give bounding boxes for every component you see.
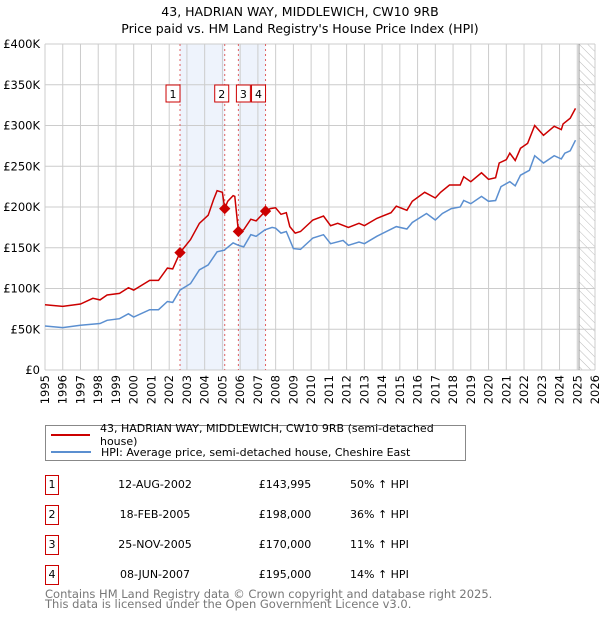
sale-hpi-change: 14% ↑ HPI [350, 568, 409, 581]
x-tick-label: 2021 [499, 375, 513, 404]
price-chart: 43, HADRIAN WAY, MIDDLEWICH, CW10 9RB Pr… [3, 4, 600, 404]
x-tick-label: 2006 [233, 375, 247, 404]
sale-price: £143,995 [258, 478, 312, 491]
sale-date: 18-FEB-2005 [119, 508, 191, 521]
y-tick-label: £50K [11, 322, 41, 336]
x-tick-label: 1999 [109, 375, 123, 404]
y-tick-label: £400K [3, 37, 40, 51]
sale-label-number: 4 [255, 88, 262, 101]
x-tick-label: 2023 [535, 375, 549, 404]
x-tick-label: 2007 [251, 375, 265, 404]
x-tick-label: 2008 [269, 375, 283, 404]
table-row: 3 25-NOV-2005 £170,000 11% ↑ HPI [45, 535, 445, 555]
sale-label-box [214, 84, 230, 103]
sale-label-number: 2 [218, 88, 225, 101]
y-tick-label: £300K [3, 119, 40, 133]
x-tick-label: 2015 [393, 375, 407, 404]
sale-date: 08-JUN-2007 [119, 568, 191, 581]
x-tick-label: 2011 [322, 375, 336, 404]
x-tick-label: 2009 [286, 375, 300, 404]
table-row: 1 12-AUG-2002 £143,995 50% ↑ HPI [45, 475, 445, 495]
x-tick-label: 2004 [198, 375, 212, 404]
y-tick-label: £150K [3, 241, 40, 255]
footer: Contains HM Land Registry data © Crown c… [45, 587, 493, 611]
footer-line-1: Contains HM Land Registry data © Crown c… [45, 587, 493, 601]
sale-marker-badge: 4 [45, 565, 59, 585]
y-tick-label: £250K [3, 159, 40, 173]
x-tick-label: 2000 [127, 375, 141, 404]
sale-label-number: 1 [170, 88, 177, 101]
sale-date: 12-AUG-2002 [118, 478, 192, 491]
x-tick-label: 2020 [482, 375, 496, 404]
x-tick-label: 2017 [428, 375, 442, 404]
sale-hpi-change: 36% ↑ HPI [350, 508, 409, 521]
sale-label-box [251, 84, 267, 103]
sale-hpi-change: 50% ↑ HPI [350, 478, 409, 491]
x-tick-label: 2018 [446, 375, 460, 404]
sale-marker-badge: 2 [45, 505, 59, 525]
chart-subtitle: Price paid vs. HM Land Registry's House … [121, 21, 478, 36]
sale-price: £170,000 [258, 538, 312, 551]
x-tick-label: 2001 [144, 375, 158, 404]
sale-point-marker [259, 205, 272, 217]
x-tick-label: 2012 [340, 375, 354, 404]
x-tick-label: 2022 [517, 375, 531, 404]
table-row: 4 08-JUN-2007 £195,000 14% ↑ HPI [45, 565, 445, 585]
sale-marker-badge: 1 [45, 475, 59, 495]
y-tick-label: £350K [3, 78, 40, 92]
x-tick-label: 1998 [91, 375, 105, 404]
legend-blue-line-icon [51, 451, 91, 453]
sale-label-box [165, 84, 181, 103]
x-tick-label: 1996 [56, 375, 70, 404]
x-tick-label: 2014 [375, 375, 389, 404]
x-tick-label: 2003 [180, 375, 194, 404]
y-tick-label: £200K [3, 200, 40, 214]
sale-price: £198,000 [258, 508, 312, 521]
table-row: 2 18-FEB-2005 £198,000 36% ↑ HPI [45, 505, 445, 525]
y-tick-label: £100K [3, 282, 40, 296]
legend: 43, HADRIAN WAY, MIDDLEWICH, CW10 9RB (s… [45, 422, 466, 461]
sale-point-marker [174, 246, 186, 259]
x-tick-label: 2019 [464, 375, 478, 404]
x-tick-label: 1997 [73, 375, 87, 404]
x-tick-label: 2002 [162, 375, 176, 404]
legend-label: 43, HADRIAN WAY, MIDDLEWICH, CW10 9RB (s… [99, 422, 434, 448]
footer-line-2: This data is licensed under the Open Gov… [45, 597, 412, 611]
sale-label-number: 3 [240, 88, 247, 101]
property-series-line [44, 108, 577, 308]
legend-item-hpi: HPI: Average price, semi-detached house,… [51, 444, 410, 460]
legend-red-line-icon [51, 434, 90, 436]
x-tick-label: 2024 [553, 375, 567, 404]
x-tick-label: 2026 [588, 375, 600, 404]
x-tick-label: 2010 [304, 375, 318, 404]
hpi-series-line [44, 139, 577, 329]
sale-point-marker [219, 202, 231, 215]
sale-price: £195,000 [258, 568, 312, 581]
x-tick-label: 2013 [357, 375, 371, 404]
x-tick-label: 2025 [570, 375, 584, 404]
sale-hpi-change: 11% ↑ HPI [350, 538, 409, 551]
sale-date: 25-NOV-2005 [118, 538, 192, 551]
x-tick-label: 2005 [215, 375, 229, 404]
sale-point-marker [232, 225, 245, 238]
legend-label: HPI: Average price, semi-detached house,… [101, 445, 411, 459]
sale-label-box [235, 84, 251, 103]
sale-marker-badge: 3 [45, 535, 59, 555]
legend-item-property: 43, HADRIAN WAY, MIDDLEWICH, CW10 9RB (s… [51, 422, 465, 448]
x-tick-label: 2016 [411, 375, 425, 404]
x-tick-label: 1995 [38, 375, 52, 404]
chart-title: 43, HADRIAN WAY, MIDDLEWICH, CW10 9RB [161, 4, 438, 19]
y-tick-label: £0 [25, 363, 40, 377]
